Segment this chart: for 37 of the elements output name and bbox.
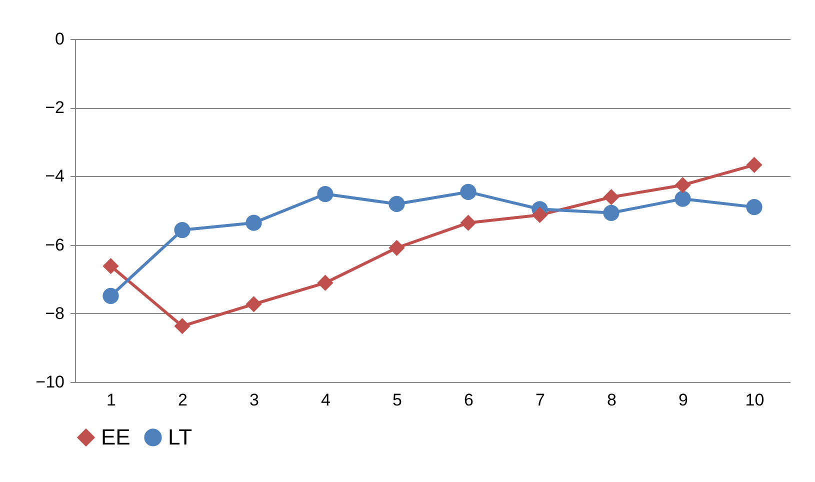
y-tick-label: 0	[55, 30, 64, 48]
x-tick-label: 7	[536, 390, 545, 410]
x-tick-label: 5	[392, 390, 402, 410]
point	[746, 156, 762, 173]
point	[102, 288, 119, 304]
y-tick-label: −6	[45, 235, 64, 254]
y-tick-label: −8	[45, 304, 64, 323]
x-tick-label: 9	[678, 390, 688, 410]
point	[388, 240, 405, 256]
point	[246, 214, 262, 231]
x-tick-label: 3	[250, 390, 259, 410]
point	[532, 206, 548, 224]
point	[460, 214, 476, 231]
point	[174, 222, 190, 238]
point	[674, 177, 691, 194]
y-tick-label: −4	[45, 166, 64, 186]
point	[102, 258, 119, 274]
x-tick-label: 1	[106, 390, 116, 410]
point	[246, 296, 262, 312]
y-tick-label: −2	[45, 98, 64, 118]
point	[174, 318, 190, 334]
legend-label: LT	[168, 424, 192, 450]
x-tick-label: 10	[745, 390, 764, 410]
x-tick-label: 6	[464, 390, 474, 410]
point	[317, 274, 334, 291]
point	[460, 184, 476, 200]
x-tick-label: 4	[321, 390, 330, 410]
point	[603, 189, 620, 206]
point	[317, 186, 334, 202]
y-tick-label: −10	[36, 372, 64, 392]
x-tick-label: 8	[607, 390, 616, 410]
legend-label: EE	[101, 424, 130, 450]
point	[388, 196, 405, 212]
point	[603, 204, 620, 221]
x-tick-label: 2	[178, 390, 188, 410]
point	[746, 199, 762, 216]
point	[674, 190, 691, 207]
